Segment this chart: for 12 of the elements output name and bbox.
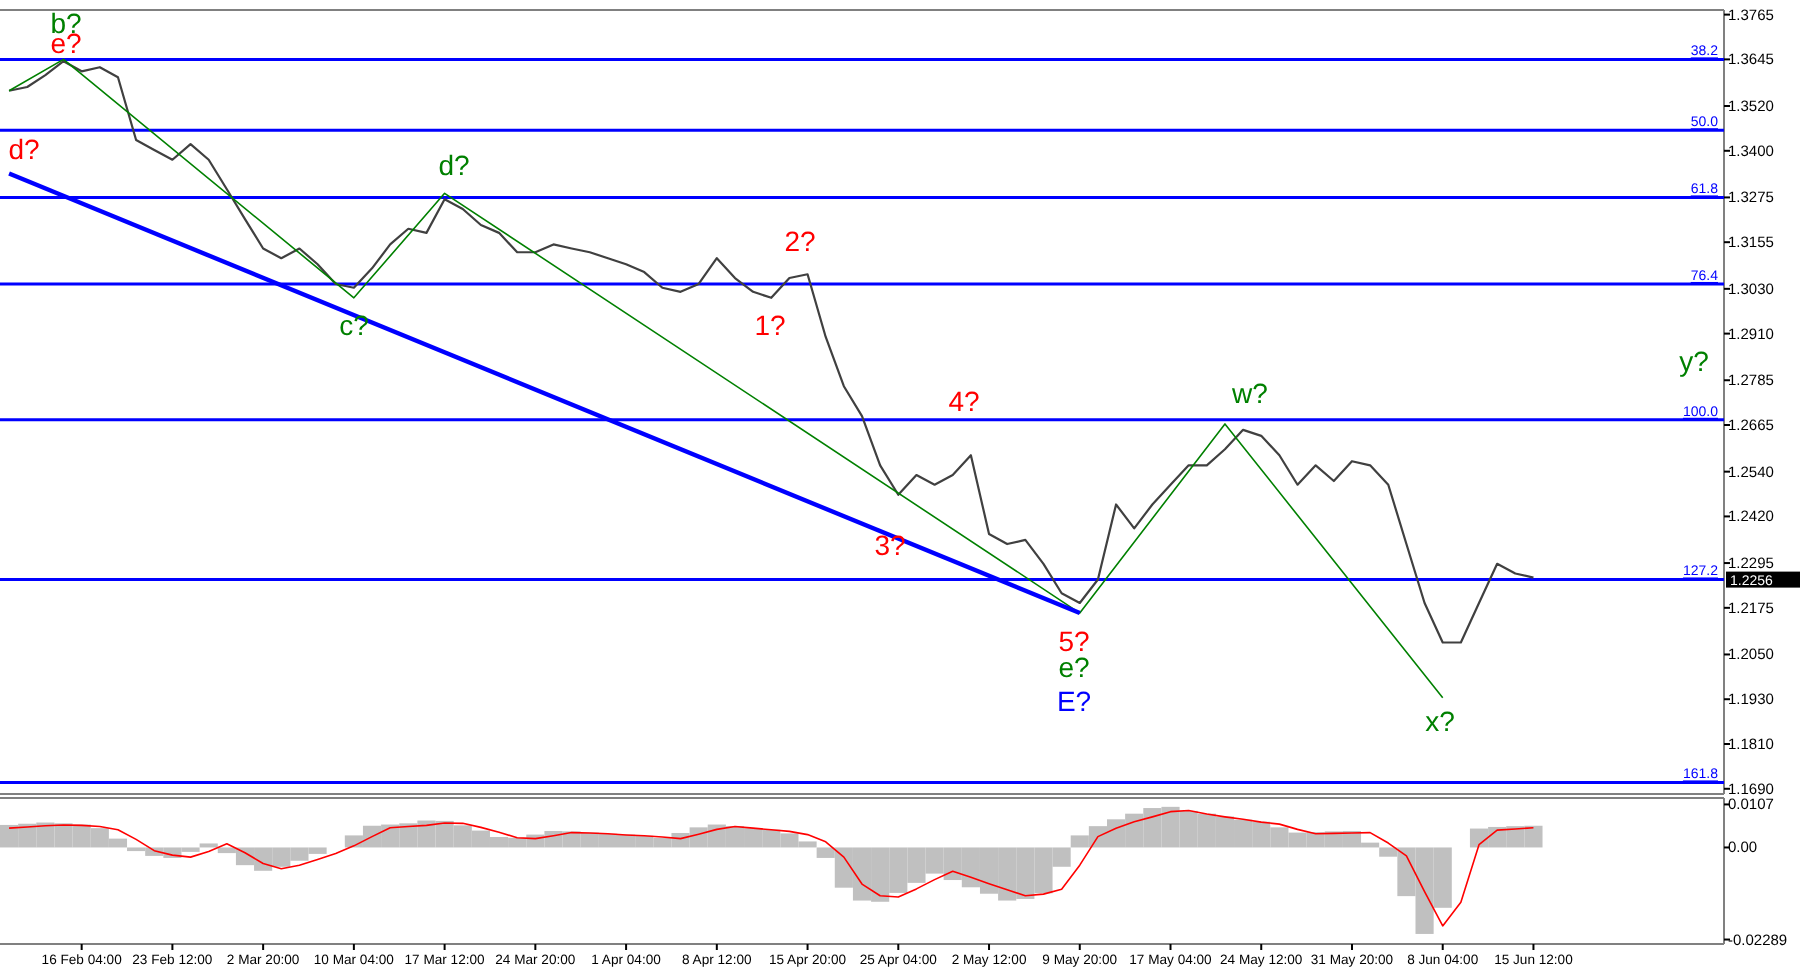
annotation: 2?: [784, 225, 816, 258]
annotation: E?: [1056, 685, 1092, 718]
annotation: d?: [438, 149, 470, 182]
annotation: 3?: [874, 529, 906, 562]
annotation: x?: [1425, 705, 1456, 738]
annotation: w?: [1230, 377, 1269, 410]
line-series: [8, 809, 1535, 927]
annotation: d?: [8, 133, 40, 166]
annotation: c?: [339, 309, 370, 342]
annotation: y?: [1679, 345, 1710, 378]
annotation: 1?: [754, 309, 786, 342]
annotation: 4?: [948, 385, 980, 418]
